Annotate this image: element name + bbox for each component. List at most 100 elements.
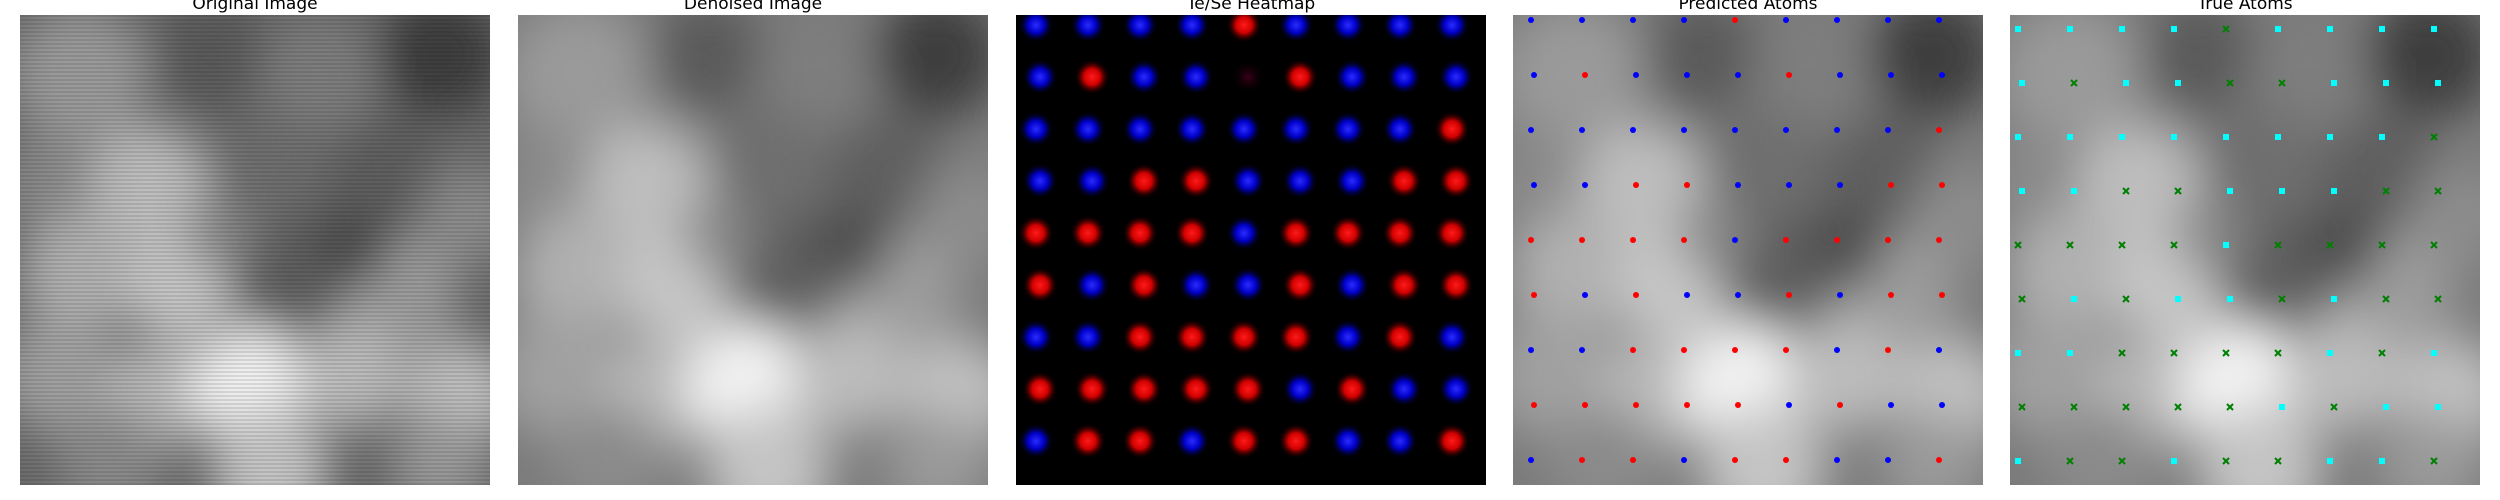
- true-atom-square: [2327, 458, 2333, 464]
- true-atom-square: [2171, 134, 2177, 140]
- true-atom-cross: [2274, 457, 2282, 465]
- predicted-atom: [1579, 17, 1585, 23]
- panel-title-heatmap: Te/Se Heatmap: [1186, 0, 1316, 14]
- true-atom-cross: [2222, 457, 2230, 465]
- true-atom-cross: [2170, 349, 2178, 357]
- heatmap-dot: [1382, 319, 1418, 355]
- heatmap-dot: [1434, 319, 1470, 355]
- true-atom-square: [2015, 26, 2021, 32]
- heatmap-dot: [1122, 319, 1158, 355]
- texture-blob: [1645, 15, 1761, 113]
- predicted-atom: [1885, 127, 1891, 133]
- true-atom-square: [2379, 134, 2385, 140]
- true-atom-cross: [2378, 349, 2386, 357]
- predicted-atom: [1579, 127, 1585, 133]
- true-atom-cross: [2174, 187, 2182, 195]
- predicted-atom: [1834, 237, 1840, 243]
- texture-blob: [2247, 15, 2373, 138]
- predicted-atom: [1786, 402, 1792, 408]
- texture-blob: [915, 162, 988, 268]
- panel-denoised: Denoised Image: [518, 0, 988, 500]
- predicted-atom: [1732, 127, 1738, 133]
- texture-blob: [2377, 412, 2480, 485]
- heatmap-dot: [1278, 215, 1314, 251]
- texture-blob: [1513, 15, 1647, 149]
- true-atom-cross: [2274, 349, 2282, 357]
- true-atom-cross: [2122, 295, 2130, 303]
- denoised-image: [518, 15, 988, 485]
- predicted-atom: [1630, 17, 1636, 23]
- heatmap-dot: [1174, 111, 1210, 147]
- texture-blob: [2298, 203, 2382, 287]
- true-atom-square: [2431, 350, 2437, 356]
- predicted-atom: [1732, 237, 1738, 243]
- texture-blob: [518, 312, 621, 438]
- original-image: [20, 15, 490, 485]
- heatmap-dot: [1278, 111, 1314, 147]
- heatmap-dot: [1438, 371, 1474, 407]
- heatmap-dot: [1334, 371, 1370, 407]
- true-atom-square: [2171, 458, 2177, 464]
- true-atom-cross: [2222, 349, 2230, 357]
- predicted-atom: [1630, 237, 1636, 243]
- heatmap-dot: [1330, 215, 1366, 251]
- texture-blob: [650, 15, 766, 113]
- predicted-atom: [1834, 457, 1840, 463]
- heatmap-dot: [1174, 215, 1210, 251]
- predicted-atom: [1783, 237, 1789, 243]
- predicted-atom: [1732, 17, 1738, 23]
- predicted-atom: [1735, 182, 1741, 188]
- predicted-atom: [1936, 457, 1942, 463]
- predicted-atom: [1783, 127, 1789, 133]
- heatmap-dot: [1282, 267, 1318, 303]
- predicted-atom: [1633, 72, 1639, 78]
- true-atom-square: [2431, 26, 2437, 32]
- heatmap-dot: [1226, 15, 1262, 43]
- heatmap-dot: [1226, 111, 1262, 147]
- true-atom-cross: [2018, 403, 2026, 411]
- heatmap-dot: [1122, 215, 1158, 251]
- texture-blob: [585, 122, 711, 248]
- true-atom-cross: [2018, 295, 2026, 303]
- predicted-atom: [1888, 292, 1894, 298]
- panel-true: True Atoms: [2010, 0, 2480, 500]
- texture-blob: [2010, 312, 2113, 438]
- heatmap-dot: [1434, 111, 1470, 147]
- predicted-atom: [1579, 347, 1585, 353]
- heatmap-dot: [1438, 59, 1474, 95]
- predicted-atom: [1735, 402, 1741, 408]
- texture-blob: [790, 317, 906, 433]
- heatmap-dot: [1282, 163, 1318, 199]
- predicted-atom: [1786, 292, 1792, 298]
- true-atom-square: [2275, 134, 2281, 140]
- predicted-atom: [1939, 402, 1945, 408]
- predicted-atom: [1732, 457, 1738, 463]
- heatmap-dot: [1330, 111, 1366, 147]
- panel-predicted: Predicted Atoms: [1513, 0, 1983, 500]
- true-atom-square: [2119, 134, 2125, 140]
- predicted-atom: [1633, 292, 1639, 298]
- true-atom-cross: [2274, 241, 2282, 249]
- true-image: [2010, 15, 2480, 485]
- true-atom-square: [2227, 188, 2233, 194]
- heatmap-dot: [1174, 423, 1210, 459]
- heatmap-dot: [1330, 15, 1366, 43]
- predicted-atom: [1630, 347, 1636, 353]
- true-atom-cross: [2326, 241, 2334, 249]
- true-atom-square: [2071, 296, 2077, 302]
- true-atom-square: [2071, 188, 2077, 194]
- heatmap-dot: [1022, 267, 1058, 303]
- true-atom-cross: [2278, 295, 2286, 303]
- true-atom-square: [2019, 188, 2025, 194]
- heatmap-dot: [1074, 163, 1110, 199]
- heatmap-dot: [1022, 163, 1058, 199]
- panel-title-original: Original Image: [192, 0, 318, 14]
- heatmap-dot: [1230, 371, 1266, 407]
- heatmap-dot: [1334, 267, 1370, 303]
- texture-blob: [710, 107, 826, 223]
- heatmap-dot: [1278, 15, 1314, 43]
- heatmap-dot: [1174, 15, 1210, 43]
- heatmap-dot: [1070, 423, 1106, 459]
- true-atom-square: [2379, 458, 2385, 464]
- texture-blob: [806, 203, 890, 287]
